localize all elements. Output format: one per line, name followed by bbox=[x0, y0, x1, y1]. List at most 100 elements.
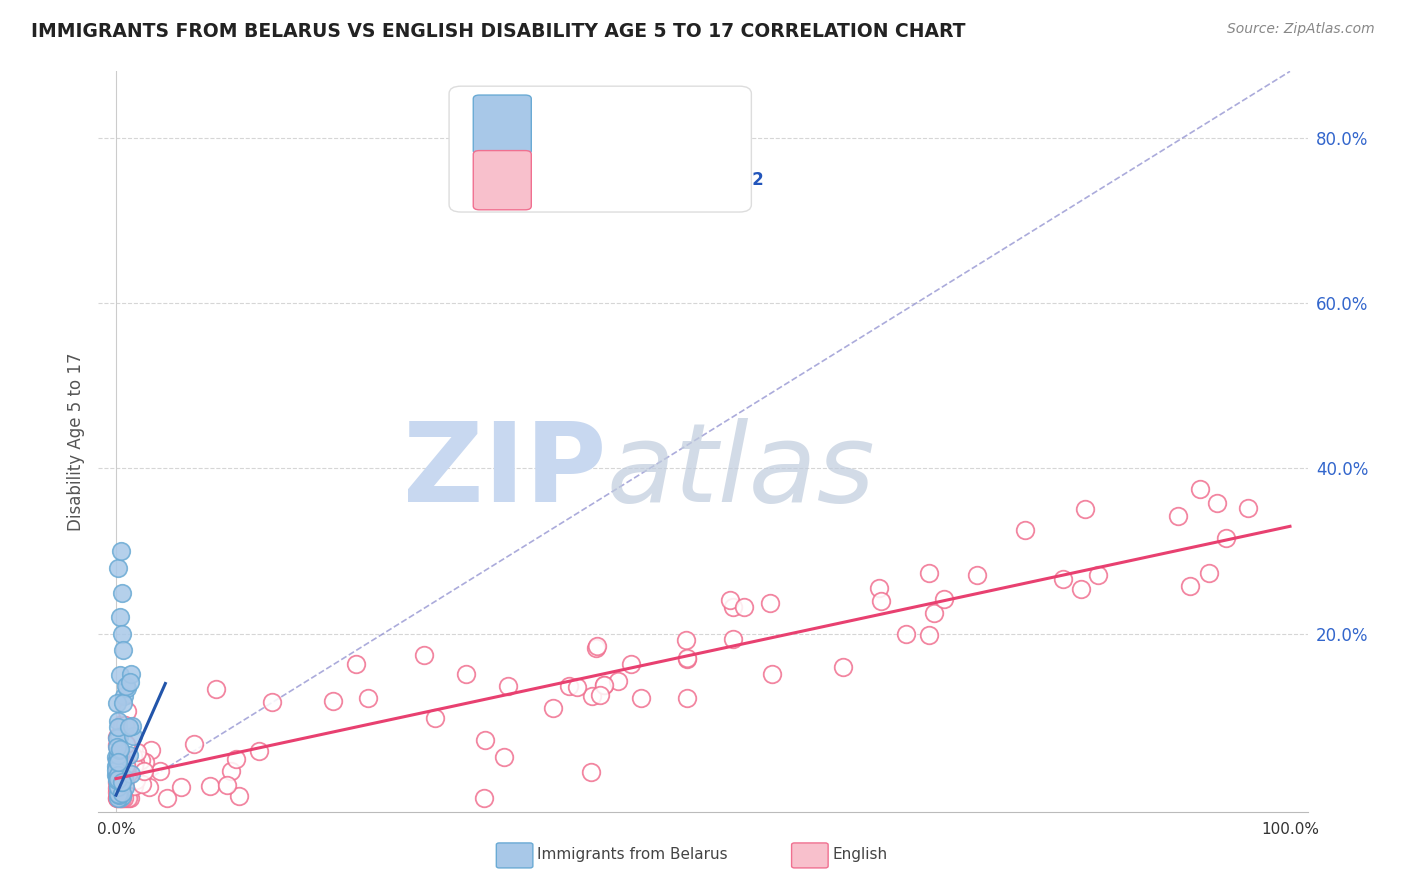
Point bbox=[112, 771, 135, 785]
Point bbox=[585, 641, 607, 656]
Point bbox=[107, 774, 129, 789]
Point bbox=[121, 719, 143, 733]
Point bbox=[541, 701, 564, 715]
Point bbox=[107, 780, 129, 794]
Point bbox=[107, 780, 129, 795]
Point bbox=[110, 734, 132, 748]
Point bbox=[118, 747, 141, 762]
Point bbox=[114, 758, 136, 772]
Point bbox=[107, 729, 129, 743]
Point bbox=[122, 759, 145, 773]
Point bbox=[718, 592, 741, 607]
Point bbox=[107, 772, 129, 786]
Point bbox=[114, 690, 136, 704]
Point bbox=[110, 774, 132, 789]
Text: Immigrants from Belarus: Immigrants from Belarus bbox=[537, 847, 728, 862]
Point bbox=[676, 691, 699, 706]
Point bbox=[620, 657, 643, 672]
Point bbox=[108, 772, 131, 786]
Point bbox=[262, 695, 284, 709]
Point bbox=[117, 705, 139, 719]
Text: 0.541: 0.541 bbox=[595, 171, 647, 189]
Point bbox=[225, 752, 247, 766]
Point bbox=[107, 772, 129, 786]
Point bbox=[118, 759, 141, 773]
Point bbox=[108, 791, 131, 805]
Point bbox=[105, 768, 128, 782]
Point bbox=[105, 770, 128, 784]
Point bbox=[107, 738, 129, 752]
Point bbox=[110, 774, 132, 789]
FancyBboxPatch shape bbox=[449, 87, 751, 212]
Point bbox=[1198, 566, 1220, 581]
Point bbox=[156, 791, 179, 805]
Point bbox=[322, 694, 344, 708]
Point bbox=[112, 723, 135, 737]
Y-axis label: Disability Age 5 to 17: Disability Age 5 to 17 bbox=[66, 352, 84, 531]
Text: IMMIGRANTS FROM BELARUS VS ENGLISH DISABILITY AGE 5 TO 17 CORRELATION CHART: IMMIGRANTS FROM BELARUS VS ENGLISH DISAB… bbox=[31, 22, 966, 41]
Point bbox=[121, 729, 143, 743]
Point bbox=[112, 736, 135, 750]
Point bbox=[474, 733, 496, 747]
Point bbox=[219, 764, 242, 778]
Point bbox=[112, 791, 135, 805]
Point bbox=[425, 711, 447, 725]
Point bbox=[107, 790, 129, 805]
Point bbox=[107, 720, 129, 734]
Point bbox=[1070, 582, 1092, 596]
Point bbox=[761, 667, 783, 681]
Point bbox=[108, 743, 131, 757]
Point bbox=[111, 774, 134, 789]
Point bbox=[105, 754, 128, 768]
Point bbox=[356, 691, 378, 706]
Point bbox=[112, 643, 135, 657]
Point bbox=[606, 674, 628, 689]
Point bbox=[107, 773, 129, 788]
Point bbox=[112, 764, 135, 778]
Point bbox=[120, 766, 142, 780]
Point bbox=[579, 765, 602, 780]
Point bbox=[115, 679, 138, 693]
Point bbox=[111, 719, 134, 733]
Point bbox=[198, 779, 221, 793]
Point bbox=[114, 780, 136, 794]
Point bbox=[149, 764, 172, 779]
Text: 100.0%: 100.0% bbox=[1261, 822, 1319, 838]
Point bbox=[105, 791, 128, 805]
Point bbox=[105, 731, 128, 746]
Point bbox=[105, 750, 128, 764]
Point bbox=[496, 679, 519, 693]
Point bbox=[105, 775, 128, 789]
Text: R =: R = bbox=[540, 116, 576, 134]
Text: 61: 61 bbox=[730, 116, 752, 134]
Point bbox=[922, 606, 945, 620]
Text: N =: N = bbox=[675, 171, 711, 189]
Point bbox=[107, 755, 129, 769]
FancyBboxPatch shape bbox=[474, 95, 531, 154]
Text: 122: 122 bbox=[730, 171, 765, 189]
Point bbox=[630, 690, 652, 705]
Point bbox=[110, 791, 132, 805]
Point bbox=[107, 751, 129, 765]
Point bbox=[108, 772, 131, 787]
Point bbox=[1189, 482, 1212, 496]
Point bbox=[1087, 568, 1109, 582]
Point bbox=[108, 776, 131, 790]
Point bbox=[107, 788, 129, 802]
Point bbox=[589, 688, 612, 702]
Point bbox=[217, 778, 239, 792]
Point bbox=[107, 768, 129, 782]
Point bbox=[1215, 532, 1237, 546]
Point bbox=[107, 742, 129, 756]
Point bbox=[107, 766, 129, 780]
Point bbox=[111, 585, 134, 599]
Point bbox=[118, 791, 141, 805]
Point bbox=[110, 780, 132, 794]
Point bbox=[110, 757, 132, 772]
Point bbox=[105, 753, 128, 767]
Point bbox=[141, 743, 163, 757]
Point bbox=[1167, 509, 1189, 524]
Point bbox=[1180, 579, 1202, 593]
Point bbox=[1237, 500, 1260, 515]
Point bbox=[831, 660, 853, 674]
